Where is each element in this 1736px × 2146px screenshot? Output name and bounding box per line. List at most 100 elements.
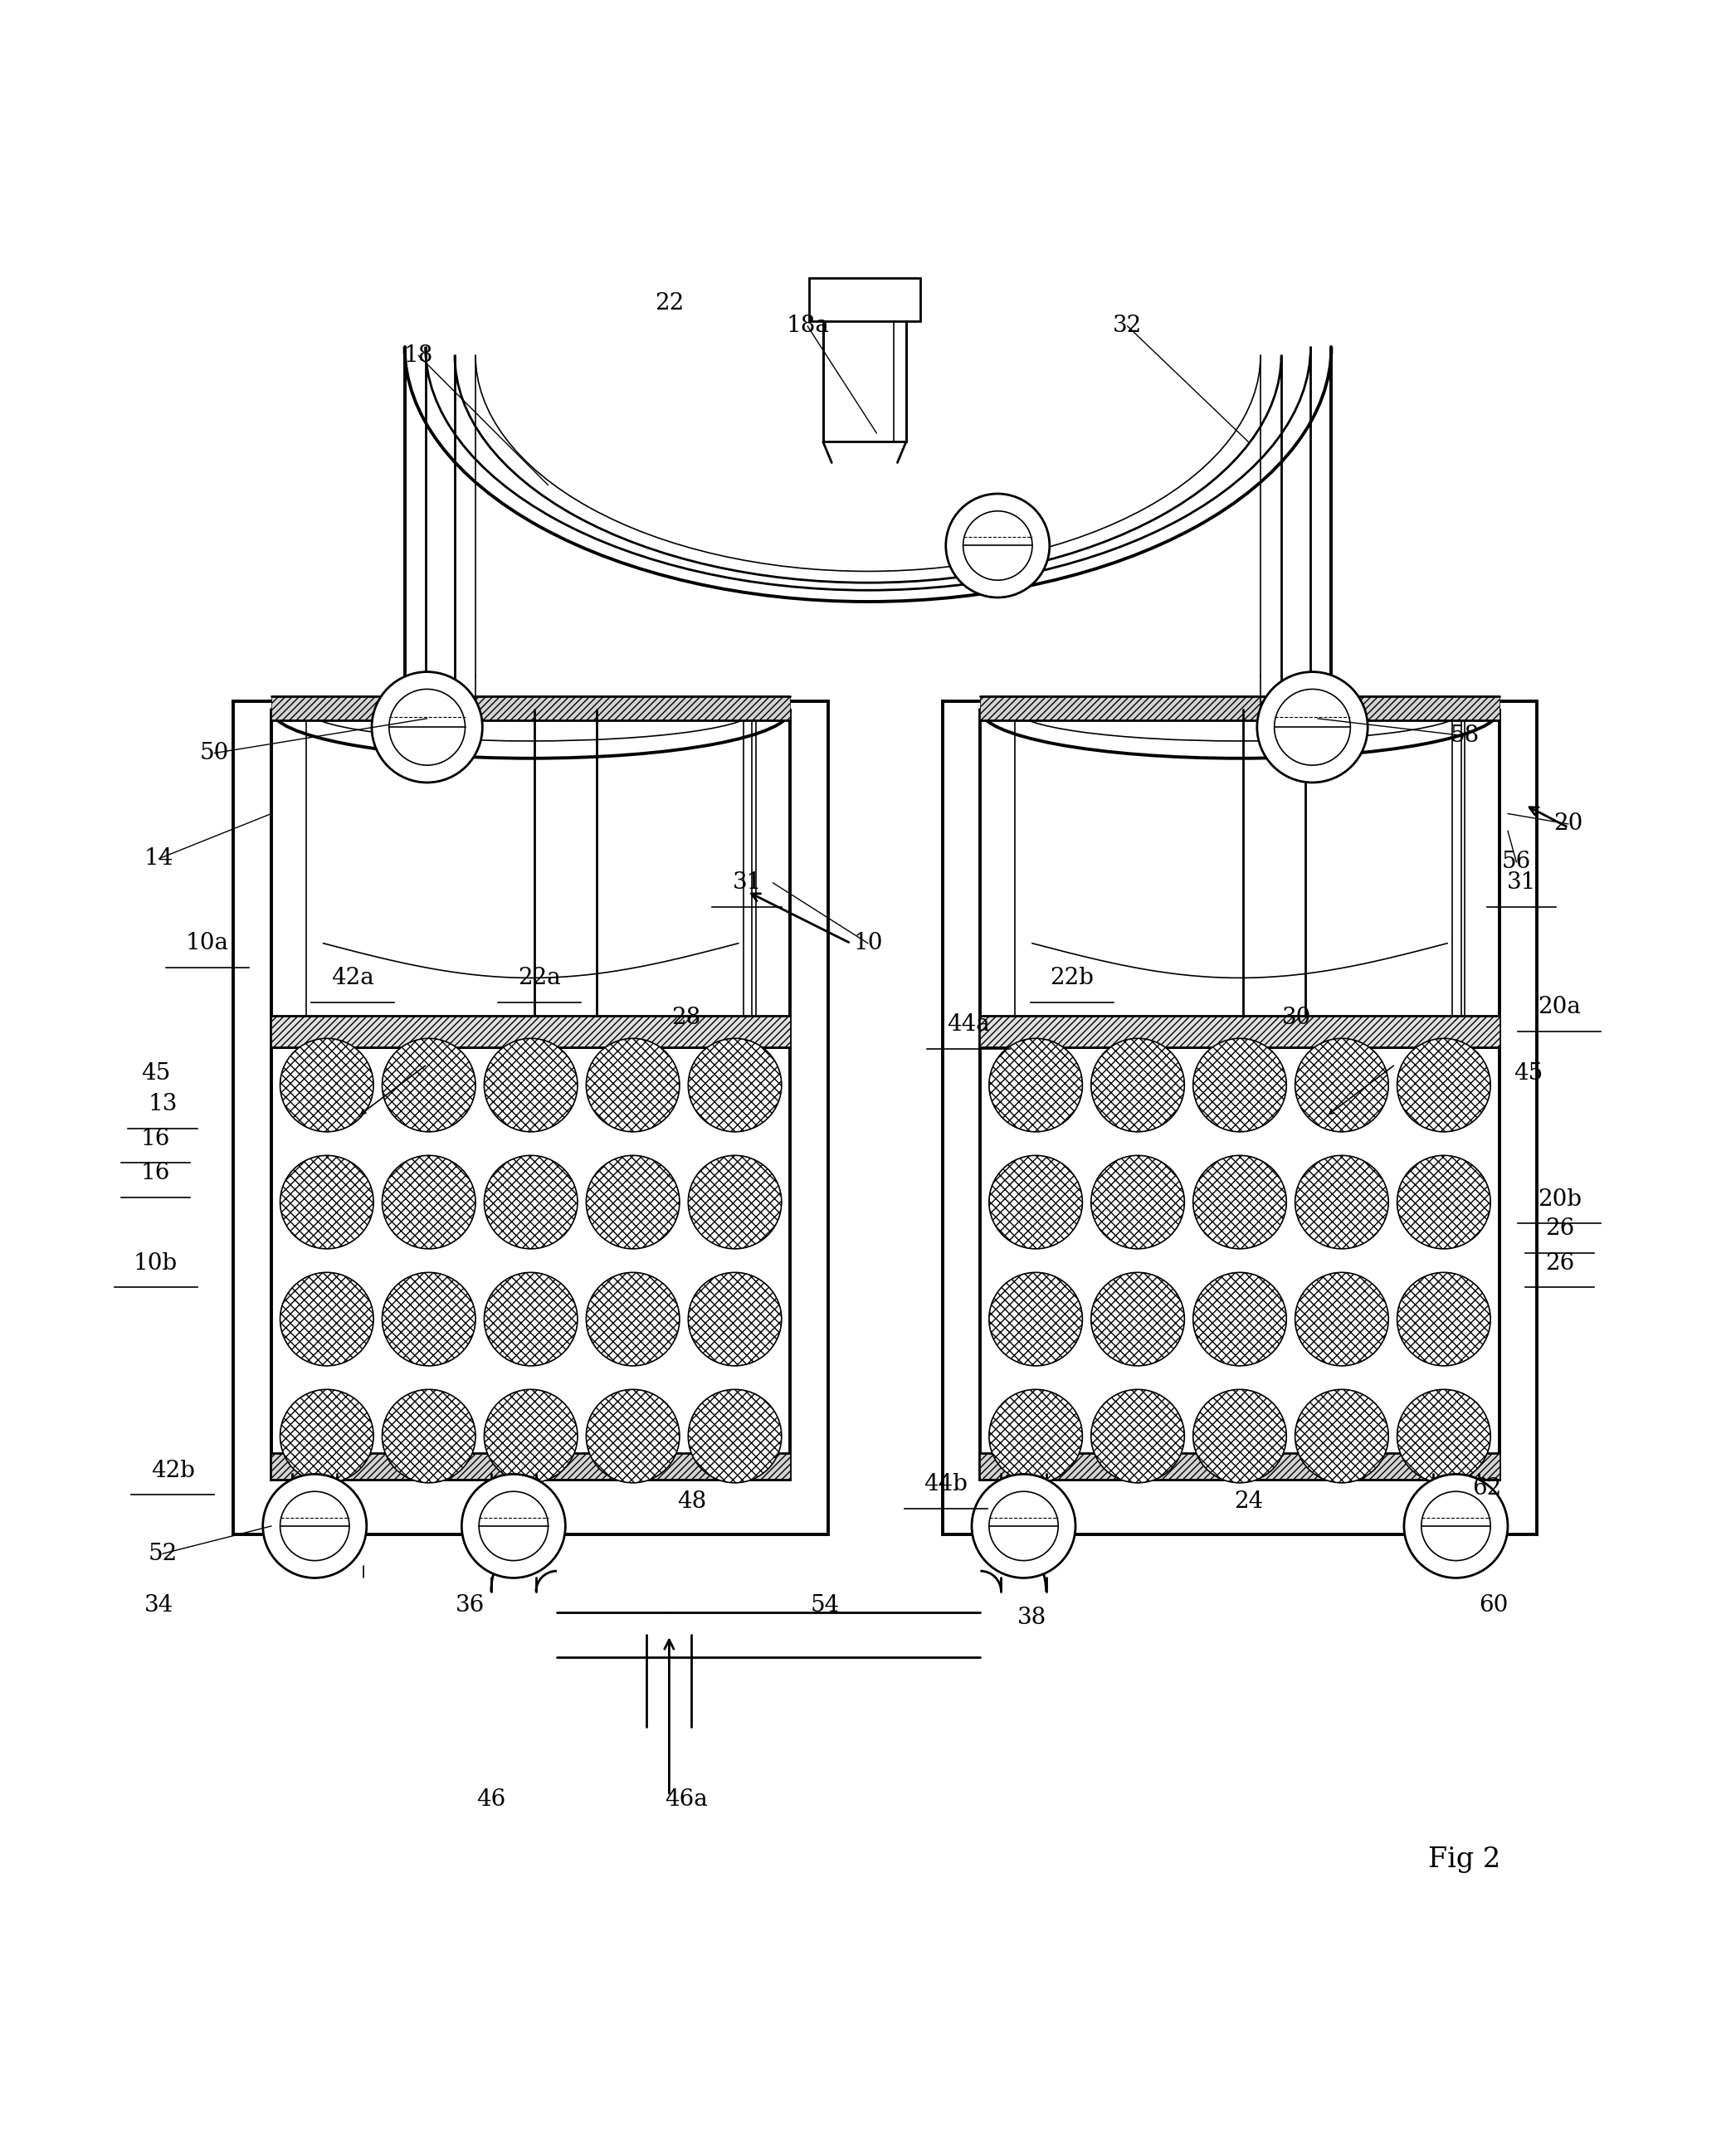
Bar	[271, 1015, 790, 1047]
Text: Fig 2: Fig 2	[1429, 1846, 1500, 1873]
Circle shape	[279, 1491, 349, 1560]
Circle shape	[990, 1155, 1083, 1249]
Circle shape	[382, 1039, 476, 1131]
Text: 48: 48	[677, 1491, 707, 1513]
Text: 20a: 20a	[1538, 996, 1581, 1019]
Circle shape	[1295, 1155, 1389, 1249]
Text: 32: 32	[1113, 315, 1142, 337]
Text: 13: 13	[148, 1092, 177, 1116]
Circle shape	[279, 1039, 373, 1131]
Circle shape	[279, 1388, 373, 1483]
Circle shape	[1397, 1273, 1491, 1365]
Circle shape	[1295, 1388, 1389, 1483]
Circle shape	[1397, 1388, 1491, 1483]
Circle shape	[279, 1273, 373, 1365]
Circle shape	[946, 494, 1050, 597]
Bar	[981, 1047, 1500, 1479]
Circle shape	[484, 1039, 578, 1131]
Circle shape	[990, 1491, 1059, 1560]
Circle shape	[1274, 689, 1351, 766]
Circle shape	[990, 1388, 1083, 1483]
Circle shape	[687, 1388, 781, 1483]
Text: 26: 26	[1545, 1217, 1575, 1240]
Text: 18: 18	[404, 343, 432, 367]
Text: 10b: 10b	[134, 1251, 177, 1275]
Text: 10a: 10a	[186, 931, 229, 955]
Text: 20b: 20b	[1538, 1189, 1581, 1210]
Circle shape	[382, 1273, 476, 1365]
Circle shape	[687, 1155, 781, 1249]
Text: 18a: 18a	[786, 315, 830, 337]
Circle shape	[1397, 1155, 1491, 1249]
Circle shape	[1422, 1491, 1491, 1560]
Circle shape	[279, 1155, 373, 1249]
Circle shape	[990, 1039, 1083, 1131]
Circle shape	[990, 1273, 1083, 1365]
Text: 46a: 46a	[665, 1788, 708, 1811]
Circle shape	[587, 1388, 679, 1483]
Circle shape	[1404, 1474, 1509, 1577]
Circle shape	[1397, 1039, 1491, 1131]
Text: 34: 34	[144, 1594, 174, 1616]
Circle shape	[484, 1155, 578, 1249]
Circle shape	[1257, 672, 1368, 783]
Circle shape	[1295, 1273, 1389, 1365]
Text: 38: 38	[1017, 1607, 1047, 1629]
Bar	[233, 702, 828, 1534]
Text: 22a: 22a	[517, 966, 561, 989]
Text: 14: 14	[144, 848, 174, 869]
Circle shape	[687, 1273, 781, 1365]
Text: 45: 45	[141, 1062, 170, 1084]
Text: 60: 60	[1479, 1594, 1509, 1616]
Text: 62: 62	[1472, 1476, 1502, 1500]
Circle shape	[1090, 1155, 1184, 1249]
Circle shape	[479, 1491, 549, 1560]
Text: 42a: 42a	[332, 966, 375, 989]
Text: 16: 16	[141, 1127, 170, 1150]
Text: 22: 22	[654, 292, 684, 315]
Circle shape	[587, 1039, 679, 1131]
Bar	[981, 1453, 1500, 1479]
Bar	[271, 695, 790, 721]
Bar	[823, 311, 906, 442]
Text: 42b: 42b	[151, 1459, 194, 1483]
Circle shape	[1193, 1273, 1286, 1365]
Text: 24: 24	[1234, 1491, 1264, 1513]
Bar	[271, 1453, 790, 1479]
Circle shape	[372, 672, 483, 783]
Bar	[981, 695, 1500, 721]
Circle shape	[1193, 1388, 1286, 1483]
Circle shape	[382, 1155, 476, 1249]
Text: 28: 28	[672, 1006, 701, 1028]
Text: 20: 20	[1554, 813, 1583, 835]
Text: 26: 26	[1545, 1251, 1575, 1275]
Circle shape	[587, 1273, 679, 1365]
Text: 31: 31	[733, 871, 762, 895]
Circle shape	[1295, 1039, 1389, 1131]
Circle shape	[262, 1474, 366, 1577]
Text: 50: 50	[200, 743, 229, 764]
Text: 36: 36	[455, 1594, 484, 1616]
Circle shape	[1090, 1388, 1184, 1483]
Circle shape	[972, 1474, 1076, 1577]
Circle shape	[382, 1388, 476, 1483]
Circle shape	[484, 1273, 578, 1365]
Text: 46: 46	[476, 1788, 505, 1811]
Circle shape	[1090, 1273, 1184, 1365]
Text: 16: 16	[141, 1163, 170, 1185]
Text: 58: 58	[1450, 725, 1479, 747]
Bar	[943, 702, 1536, 1534]
Bar	[271, 1047, 790, 1479]
Text: 45: 45	[1514, 1062, 1543, 1084]
Circle shape	[389, 689, 465, 766]
Text: 22b: 22b	[1050, 966, 1094, 989]
Bar	[809, 277, 920, 320]
Text: 31: 31	[1507, 871, 1536, 895]
Circle shape	[484, 1388, 578, 1483]
Circle shape	[1090, 1039, 1184, 1131]
Text: 44a: 44a	[946, 1013, 990, 1037]
Circle shape	[587, 1155, 679, 1249]
Circle shape	[1193, 1039, 1286, 1131]
Circle shape	[462, 1474, 566, 1577]
Circle shape	[963, 511, 1033, 579]
